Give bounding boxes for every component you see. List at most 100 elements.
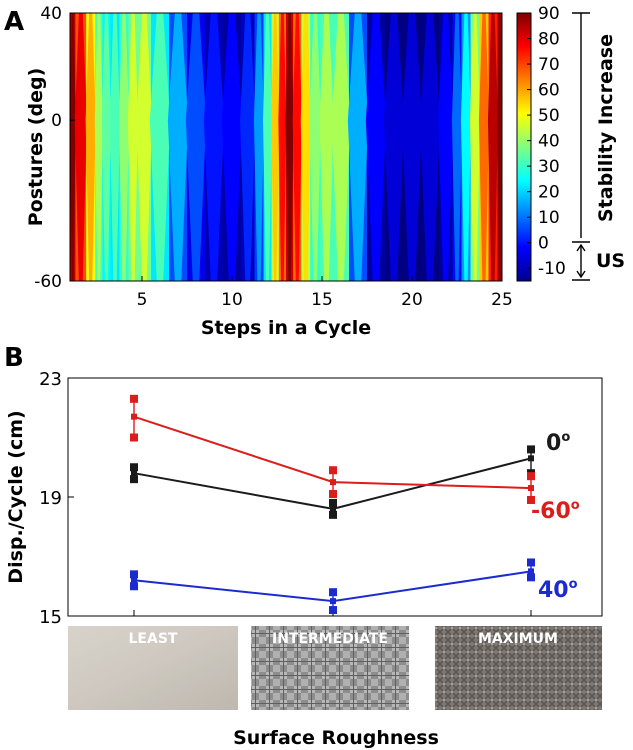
- marker-low: [527, 573, 535, 582]
- colorbar-tick-label: 0: [538, 234, 549, 254]
- colorbar-ticks: 90 80 70 60 50 40 30 20 10 0 -10: [527, 4, 566, 279]
- heatmap-contour-band: [85, 13, 96, 281]
- heatmap-x-axis-label: Steps in a Cycle: [201, 317, 371, 339]
- data-point: [528, 568, 534, 575]
- colorbar-tick-label: 60: [538, 81, 560, 101]
- heatmap-y-tick-label: -60: [34, 272, 62, 292]
- panel-b-label: B: [4, 343, 24, 373]
- heatmap-x-tick-label: 20: [401, 290, 423, 310]
- heatmap-contour-band: [278, 13, 287, 281]
- heatmap-contour-band: [319, 13, 334, 281]
- surface-label-least: LEAST: [129, 631, 178, 647]
- heatmap-contour-band: [70, 13, 76, 281]
- heatmap-contour-band: [74, 13, 87, 281]
- line-y-tick-label: 15: [39, 607, 62, 628]
- series-label-minus60deg: -60o: [531, 498, 580, 524]
- heatmap-contour-band: [253, 13, 265, 281]
- heatmap-contour-band: [167, 13, 189, 281]
- data-point: [528, 455, 534, 462]
- colorbar-tick-label: 80: [538, 30, 560, 50]
- heatmap-contour-band: [292, 13, 302, 281]
- us-label: US: [596, 250, 625, 272]
- marker-high: [130, 394, 138, 403]
- heatmap-contour-band: [309, 13, 321, 281]
- heatmap-contour-band: [271, 13, 280, 281]
- line-y-tick-label: 23: [39, 369, 62, 390]
- marker-high: [329, 498, 337, 507]
- line-y-tick-label: 19: [39, 488, 62, 509]
- marker-high: [527, 558, 535, 567]
- marker-high: [527, 472, 535, 481]
- heatmap-y-ticks: 40 0 -60: [34, 4, 75, 292]
- heatmap-contour-band: [469, 13, 481, 281]
- heatmap-contour-band: [331, 13, 351, 281]
- heatmap-x-tick-label: 15: [311, 290, 333, 310]
- series--60: [130, 394, 535, 504]
- heatmap-contour-band: [300, 13, 311, 281]
- heatmap-contour-band: [419, 13, 441, 281]
- marker-high: [130, 463, 138, 472]
- colorbar-tick-label: 50: [538, 106, 560, 126]
- heatmap-contour-band: [149, 13, 171, 281]
- marker-high: [329, 588, 337, 597]
- heatmap-frame: [69, 12, 503, 282]
- heatmap-contour-band: [136, 13, 152, 281]
- heatmap-y-tick-label: 0: [51, 111, 62, 131]
- heatmap-contour-band: [118, 13, 130, 281]
- heatmap-contour-band: [347, 13, 369, 281]
- heatmap-contour-band: [240, 13, 256, 281]
- heatmap-contour-band: [478, 13, 490, 281]
- us-bracket-arrows: [576, 243, 586, 279]
- surface-photo-least: LEAST: [68, 626, 238, 710]
- colorbar: [516, 12, 532, 282]
- data-point: [131, 413, 137, 420]
- surface-label-maximum: MAXIMUM: [478, 631, 558, 647]
- surface-label-intermediate: INTERMEDIATE: [272, 631, 388, 647]
- marker-low: [329, 510, 337, 519]
- marker-low: [130, 433, 138, 442]
- heatmap-contour-band: [127, 13, 139, 281]
- colorbar-tick-label: 20: [538, 183, 560, 203]
- colorbar-tick-label: 90: [538, 4, 560, 24]
- marker-low: [130, 582, 138, 591]
- marker-high: [527, 445, 535, 454]
- colorbar-tick-label: 70: [538, 55, 560, 75]
- heatmap-contour-band: [94, 13, 103, 281]
- data-point: [330, 479, 336, 486]
- heatmap-contour-band: [203, 13, 225, 281]
- stability-increase-label: Stability Increase: [595, 34, 617, 222]
- colorbar-tick-label: 40: [538, 132, 560, 152]
- series-label-0deg: 0o: [546, 430, 570, 456]
- marker-high: [329, 466, 337, 475]
- heatmap-x-tick-label: 25: [491, 290, 513, 310]
- heatmap-contour-band: [487, 13, 499, 281]
- heatmap-contour-band: [365, 13, 387, 281]
- marker-high: [130, 570, 138, 579]
- surface-photo-intermediate: INTERMEDIATE: [251, 626, 409, 710]
- heatmap-contour-band: [262, 13, 273, 281]
- series-label-40deg: 40o: [538, 577, 578, 603]
- data-point: [131, 470, 137, 477]
- heatmap-contour-band: [285, 13, 294, 281]
- line-series-group: [130, 394, 535, 615]
- heatmap-plot-area: [70, 13, 502, 281]
- heatmap-contour-band: [451, 13, 463, 281]
- panel-a-label: A: [4, 7, 24, 37]
- marker-low: [527, 495, 535, 504]
- data-point: [330, 598, 336, 605]
- marker-low: [329, 490, 337, 499]
- heatmap-contour-band: [109, 13, 121, 281]
- heatmap-y-axis-label: Postures (deg): [25, 68, 47, 227]
- heatmap-y-tick-label: 40: [40, 4, 62, 24]
- heatmap-contour-band: [185, 13, 207, 281]
- data-point: [131, 577, 137, 584]
- surface-photo-maximum: MAXIMUM: [435, 626, 602, 710]
- line-y-ticks: 23 19 15: [39, 369, 74, 628]
- heatmap-contour-band: [438, 13, 454, 281]
- heatmap-x-tick-label: 10: [221, 290, 243, 310]
- marker-low: [329, 606, 337, 615]
- data-point: [330, 505, 336, 512]
- heatmap-contour-band: [460, 13, 472, 281]
- colorbar-tick-label: 10: [538, 208, 560, 228]
